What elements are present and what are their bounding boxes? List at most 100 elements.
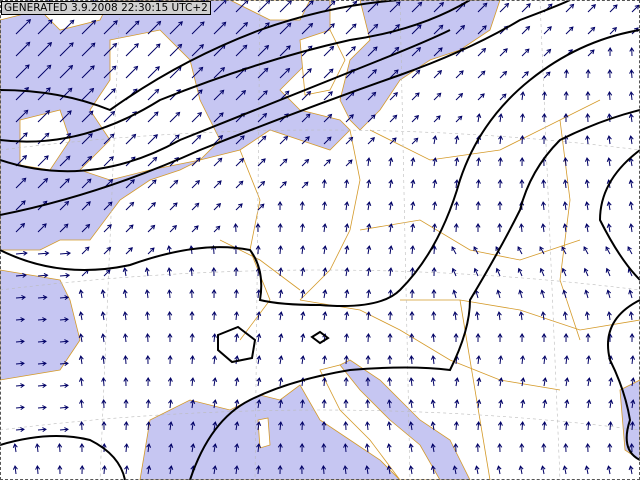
- wind-arrow: [191, 355, 194, 365]
- generated-timestamp: GENERATED 3.9.2008 22:30:15 UTC+2: [1, 1, 211, 15]
- wind-arrow-head: [541, 421, 547, 426]
- wind-arrow-head: [387, 333, 393, 338]
- wind-arrow: [169, 225, 177, 233]
- wind-arrow: [477, 355, 480, 365]
- wind-arrow-head: [343, 377, 349, 382]
- wind-arrow: [389, 224, 392, 233]
- wind-arrow-head: [518, 289, 524, 295]
- wind-arrow-head: [452, 289, 458, 295]
- wind-arrow: [607, 466, 611, 475]
- wind-arrow-head: [541, 135, 547, 140]
- wind-arrow: [235, 44, 248, 57]
- wind-arrow: [323, 68, 334, 79]
- wind-arrow: [477, 48, 486, 57]
- wind-arrow-head: [454, 377, 460, 383]
- wind-arrow-head: [234, 443, 240, 448]
- wind-arrow: [59, 406, 69, 409]
- wind-arrow-head: [482, 2, 488, 8]
- wind-arrow-head: [78, 377, 84, 382]
- wind-arrow: [389, 267, 392, 277]
- wind-arrow: [169, 44, 182, 57]
- wind-arrow: [389, 202, 392, 211]
- wind-arrow-head: [219, 89, 225, 95]
- wind-arrow-head: [100, 311, 106, 317]
- wind-arrow: [519, 290, 523, 299]
- wind-arrow: [587, 400, 590, 409]
- wind-arrow: [542, 224, 545, 233]
- wind-arrow-head: [84, 246, 90, 252]
- wind-arrow-head: [64, 295, 70, 301]
- wind-arrow: [323, 290, 326, 299]
- wind-arrow-head: [234, 355, 240, 360]
- wind-arrow-head: [585, 113, 591, 118]
- wind-arrow-head: [584, 179, 590, 184]
- wind-arrow-head: [63, 223, 69, 229]
- wind-arrow-head: [20, 361, 25, 367]
- wind-arrow: [433, 2, 444, 13]
- wind-arrow-head: [520, 113, 525, 118]
- wind-arrow: [168, 289, 171, 299]
- wind-arrow-head: [607, 113, 612, 118]
- wind-arrow: [609, 27, 617, 35]
- wind-arrow-head: [348, 136, 354, 142]
- wind-arrow: [433, 115, 441, 123]
- wind-arrow-head: [151, 179, 157, 185]
- wind-arrow-head: [452, 465, 458, 471]
- wind-arrow-head: [64, 339, 69, 345]
- wind-arrow: [102, 312, 105, 321]
- wind-arrow-head: [519, 223, 524, 228]
- wind-arrow-head: [321, 179, 327, 184]
- wind-arrow-head: [144, 289, 150, 294]
- wind-arrow-head: [107, 224, 112, 229]
- wind-arrow: [323, 114, 332, 123]
- wind-arrow: [124, 333, 127, 343]
- wind-arrow-head: [197, 89, 203, 95]
- wind-arrow-head: [146, 443, 152, 448]
- wind-arrow-head: [343, 399, 349, 404]
- wind-arrow: [345, 355, 348, 365]
- wind-arrow-head: [366, 223, 372, 229]
- wind-arrow-head: [388, 267, 394, 272]
- wind-arrow: [587, 4, 596, 13]
- wind-arrow: [585, 466, 589, 475]
- wind-arrow: [564, 202, 567, 211]
- wind-arrow: [521, 378, 524, 387]
- wind-arrow-head: [386, 421, 392, 426]
- wind-arrow-head: [68, 64, 74, 70]
- wind-arrow: [586, 180, 589, 189]
- wind-arrow-head: [46, 87, 51, 92]
- wind-arrow-head: [145, 311, 150, 316]
- wind-arrow: [477, 378, 480, 387]
- wind-arrow-head: [541, 179, 547, 184]
- wind-arrow-head: [155, 66, 160, 71]
- wind-arrow-head: [212, 443, 218, 449]
- wind-arrow: [124, 290, 127, 299]
- wind-arrow-head: [299, 443, 305, 448]
- wind-arrow-head: [285, 67, 291, 73]
- wind-arrow-head: [344, 223, 350, 229]
- wind-arrow-head: [586, 355, 592, 360]
- wind-arrow-head: [454, 399, 460, 404]
- wind-arrow-head: [123, 377, 129, 382]
- wind-arrow-head: [234, 311, 239, 316]
- wind-arrow-head: [439, 1, 445, 7]
- wind-arrow-head: [432, 157, 438, 163]
- wind-arrow: [455, 201, 458, 211]
- wind-arrow: [389, 69, 399, 79]
- wind-arrow: [564, 312, 567, 321]
- wind-arrow-head: [563, 157, 569, 162]
- wind-arrow: [59, 110, 72, 123]
- wind-arrow-head: [347, 159, 353, 165]
- wind-arrow: [257, 400, 260, 409]
- wind-arrow: [213, 356, 216, 365]
- wind-arrow-head: [256, 311, 262, 316]
- wind-arrow-head: [128, 247, 133, 252]
- wind-arrow-head: [64, 200, 70, 206]
- wind-arrow: [605, 246, 611, 255]
- wind-arrow-head: [212, 465, 218, 470]
- wind-arrow-head: [177, 43, 183, 49]
- wind-arrow-head: [211, 311, 217, 316]
- wind-arrow: [499, 378, 502, 387]
- wind-arrow: [15, 274, 26, 277]
